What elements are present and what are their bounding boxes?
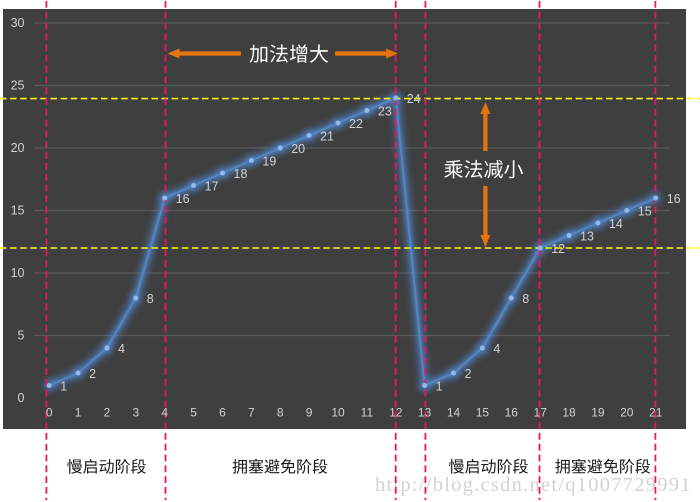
svg-text:13: 13 <box>418 406 432 420</box>
svg-text:9: 9 <box>306 406 313 420</box>
svg-text:http://blog.csdn.net/q10077299: http://blog.csdn.net/q1007729991 <box>375 474 692 496</box>
svg-text:0: 0 <box>46 406 53 420</box>
svg-text:1: 1 <box>75 406 82 420</box>
svg-text:16: 16 <box>176 192 190 206</box>
svg-text:2: 2 <box>104 406 111 420</box>
svg-text:4: 4 <box>161 406 168 420</box>
svg-text:12: 12 <box>389 406 403 420</box>
svg-text:15: 15 <box>476 406 490 420</box>
svg-text:6: 6 <box>219 406 226 420</box>
svg-text:8: 8 <box>277 406 284 420</box>
svg-text:16: 16 <box>505 406 519 420</box>
svg-text:2: 2 <box>465 367 472 381</box>
svg-text:2: 2 <box>89 367 96 381</box>
svg-text:17: 17 <box>534 406 548 420</box>
svg-text:4: 4 <box>118 342 125 356</box>
svg-text:7: 7 <box>248 406 255 420</box>
svg-text:16: 16 <box>667 192 681 206</box>
svg-text:13: 13 <box>580 230 594 244</box>
svg-text:20: 20 <box>291 142 305 156</box>
svg-text:15: 15 <box>11 204 25 218</box>
svg-text:30: 30 <box>11 16 25 30</box>
svg-text:25: 25 <box>11 79 25 93</box>
svg-text:10: 10 <box>331 406 345 420</box>
svg-text:8: 8 <box>147 292 154 306</box>
svg-text:17: 17 <box>205 180 219 194</box>
svg-text:19: 19 <box>262 155 276 169</box>
svg-text:14: 14 <box>609 217 623 231</box>
svg-text:1: 1 <box>60 380 67 394</box>
svg-text:5: 5 <box>190 406 197 420</box>
svg-text:21: 21 <box>649 406 663 420</box>
svg-text:20: 20 <box>11 141 25 155</box>
svg-text:22: 22 <box>349 117 363 131</box>
svg-text:11: 11 <box>361 406 374 420</box>
svg-text:10: 10 <box>11 266 25 280</box>
svg-text:0: 0 <box>18 391 25 405</box>
svg-text:15: 15 <box>638 205 652 219</box>
svg-text:23: 23 <box>378 105 392 119</box>
svg-text:4: 4 <box>493 342 500 356</box>
svg-text:21: 21 <box>320 130 334 144</box>
svg-text:24: 24 <box>407 92 421 106</box>
svg-text:20: 20 <box>620 406 634 420</box>
svg-text:1: 1 <box>436 380 443 394</box>
svg-text:19: 19 <box>591 406 605 420</box>
svg-text:18: 18 <box>562 406 576 420</box>
svg-text:8: 8 <box>522 292 529 306</box>
svg-text:18: 18 <box>234 167 248 181</box>
svg-text:3: 3 <box>132 406 139 420</box>
svg-text:5: 5 <box>18 329 25 343</box>
svg-text:12: 12 <box>551 242 565 256</box>
svg-text:14: 14 <box>447 406 461 420</box>
